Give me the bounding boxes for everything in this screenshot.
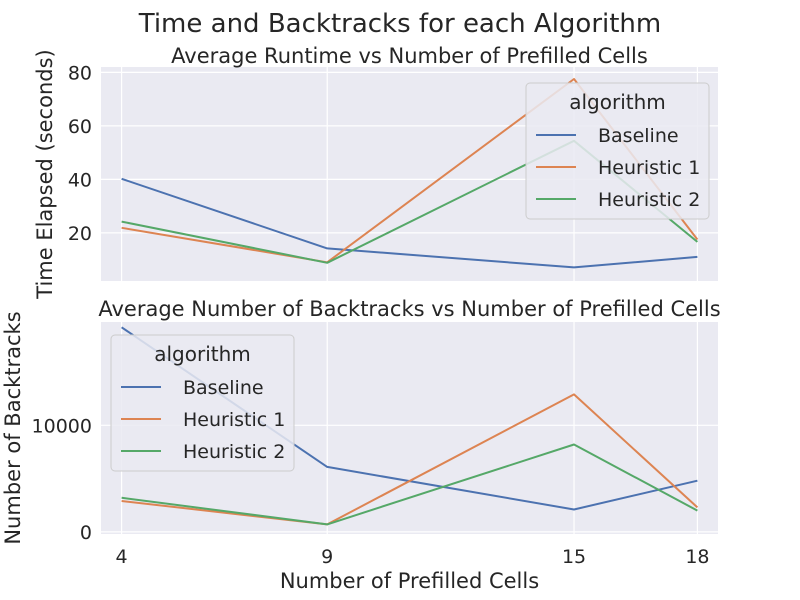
chart1-ylabel: Time Elapsed (seconds) [33, 49, 57, 299]
chart2-legend-label-heuristic-1: Heuristic 1 [183, 409, 285, 431]
chart2-ylabel: Number of Backtracks [1, 311, 25, 544]
chart1-legend: algorithm Baseline Heuristic 1 Heuristic 2 [525, 82, 710, 220]
chart1-ytick-label: 80 [68, 62, 92, 84]
chart2-ytick-label: 10000 [32, 415, 92, 437]
chart1-legend-label-heuristic-1: Heuristic 1 [598, 157, 700, 179]
chart1-ytick-label: 20 [68, 223, 92, 245]
chart1: 20 40 60 80 Average Runtime vs Number of Pre… [33, 44, 718, 300]
chart2-legend-label-baseline: Baseline [183, 377, 264, 399]
chart2-xlabel: Number of Prefilled Cells [280, 569, 539, 593]
chart2-xtick-label: 9 [321, 546, 333, 568]
chart2-legend-box [110, 334, 295, 472]
chart2-xtick-label: 4 [116, 546, 128, 568]
chart2-series-heuristic-1 [121, 393, 699, 526]
chart1-ytick-label: 60 [68, 116, 92, 138]
chart2: 0 10000 4 9 15 18 Average Number of Backtracks… [1, 297, 721, 593]
chart2-xtick-label: 18 [685, 546, 709, 568]
chart1-series-baseline [121, 177, 698, 269]
chart1-legend-box [525, 82, 710, 220]
chart1-legend-label-baseline: Baseline [598, 125, 679, 147]
chart1-ytick-label: 40 [68, 169, 92, 191]
figure-title: Time and Backtracks for each Algorithm [138, 9, 662, 39]
chart1-legend-title: algorithm [569, 90, 666, 114]
chart2-legend-label-heuristic-2: Heuristic 2 [183, 441, 285, 463]
chart2-series-heuristic-2 [121, 443, 698, 526]
chart1-legend-label-heuristic-2: Heuristic 2 [598, 189, 700, 211]
chart1-title: Average Runtime vs Number of Prefilled C… [171, 44, 648, 68]
chart2-legend: algorithm Baseline Heuristic 1 Heuristic 2 [110, 334, 295, 472]
chart2-ytick-label: 0 [80, 522, 92, 544]
chart2-xtick-label: 15 [562, 546, 586, 568]
chart2-legend-title: algorithm [154, 342, 251, 366]
chart2-title: Average Number of Backtracks vs Number o… [98, 297, 720, 321]
